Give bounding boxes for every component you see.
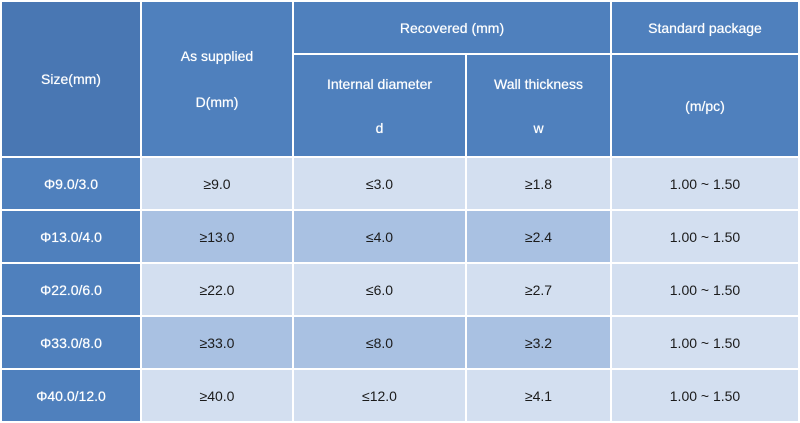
header-standard-package-unit: (m/pc) [612, 55, 798, 156]
cell-package: 1.00 ~ 1.50 [612, 370, 798, 421]
header-size: Size(mm) [2, 2, 140, 156]
row-size: Φ33.0/8.0 [2, 317, 140, 368]
cell-internal-diameter: ≤3.0 [294, 158, 465, 209]
cell-supplied: ≥22.0 [142, 264, 292, 315]
table-row: Φ40.0/12.0 ≥40.0 ≤12.0 ≥4.1 1.00 ~ 1.50 [2, 370, 798, 421]
header-as-supplied: As supplied D(mm) [142, 2, 292, 156]
cell-package: 1.00 ~ 1.50 [612, 211, 798, 262]
cell-supplied: ≥9.0 [142, 158, 292, 209]
table-row: Φ13.0/4.0 ≥13.0 ≤4.0 ≥2.4 1.00 ~ 1.50 [2, 211, 798, 262]
cell-wall-thickness: ≥4.1 [467, 370, 610, 421]
row-size: Φ9.0/3.0 [2, 158, 140, 209]
header-as-supplied-label: As supplied [180, 48, 254, 64]
cell-wall-thickness: ≥1.8 [467, 158, 610, 209]
header-internal-diameter-label: Internal diameter [326, 75, 433, 92]
header-as-supplied-unit: D(mm) [195, 94, 239, 110]
cell-internal-diameter: ≤6.0 [294, 264, 465, 315]
row-size: Φ40.0/12.0 [2, 370, 140, 421]
header-internal-diameter: Internal diameter d [294, 55, 465, 156]
header-standard-package: Standard package [612, 2, 798, 53]
cell-supplied: ≥13.0 [142, 211, 292, 262]
table-row: Φ9.0/3.0 ≥9.0 ≤3.0 ≥1.8 1.00 ~ 1.50 [2, 158, 798, 209]
header-wall-thickness-label: Wall thickness [494, 75, 583, 92]
header-recovered: Recovered (mm) [294, 2, 610, 53]
row-size: Φ13.0/4.0 [2, 211, 140, 262]
cell-internal-diameter: ≤8.0 [294, 317, 465, 368]
header-wall-thickness-symbol: w [533, 119, 544, 136]
header-wall-thickness: Wall thickness w [467, 55, 610, 156]
cell-supplied: ≥40.0 [142, 370, 292, 421]
cell-internal-diameter: ≤12.0 [294, 370, 465, 421]
cell-wall-thickness: ≥3.2 [467, 317, 610, 368]
header-internal-diameter-symbol: d [375, 119, 384, 136]
table-row: Φ33.0/8.0 ≥33.0 ≤8.0 ≥3.2 1.00 ~ 1.50 [2, 317, 798, 368]
cell-internal-diameter: ≤4.0 [294, 211, 465, 262]
cell-supplied: ≥33.0 [142, 317, 292, 368]
table-row: Φ22.0/6.0 ≥22.0 ≤6.0 ≥2.7 1.00 ~ 1.50 [2, 264, 798, 315]
cell-package: 1.00 ~ 1.50 [612, 158, 798, 209]
cell-wall-thickness: ≥2.4 [467, 211, 610, 262]
cell-package: 1.00 ~ 1.50 [612, 264, 798, 315]
cell-package: 1.00 ~ 1.50 [612, 317, 798, 368]
row-size: Φ22.0/6.0 [2, 264, 140, 315]
cell-wall-thickness: ≥2.7 [467, 264, 610, 315]
